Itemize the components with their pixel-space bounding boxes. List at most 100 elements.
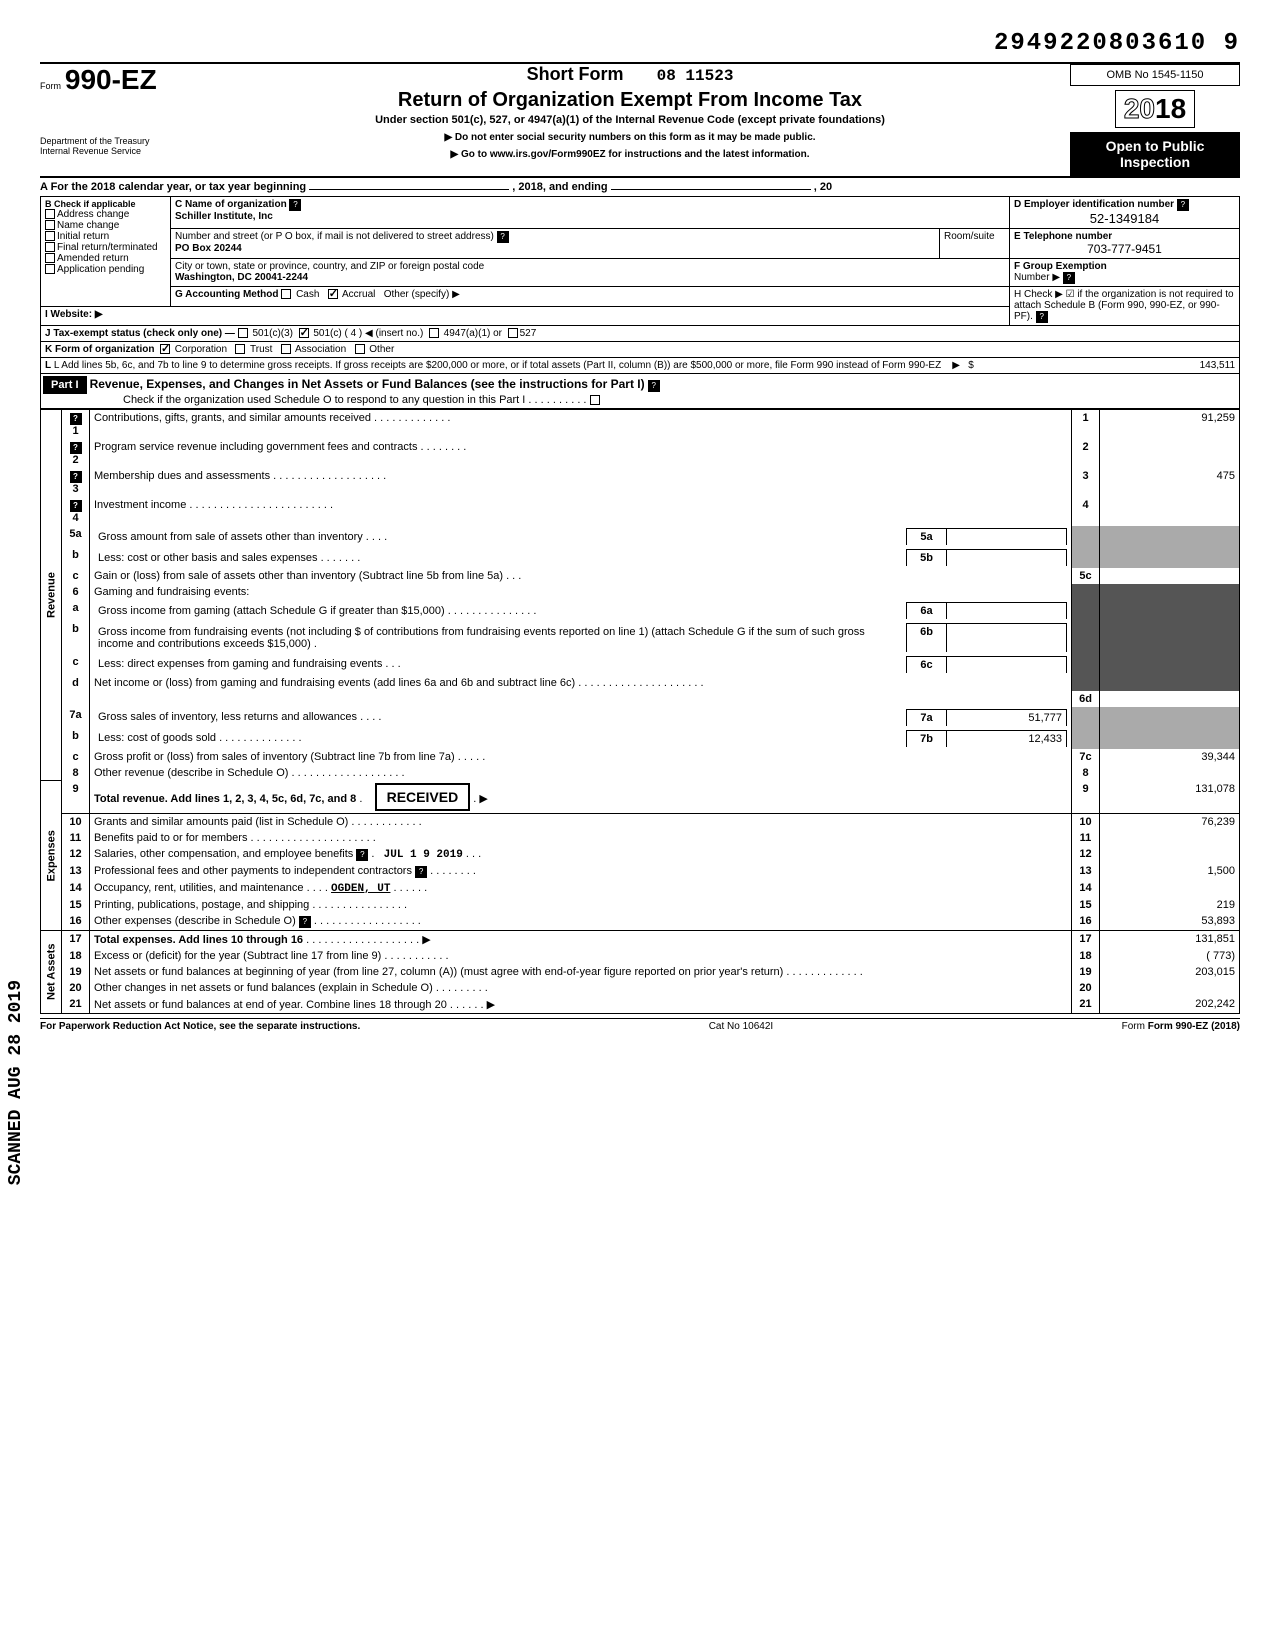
line-6d-label: Net income or (loss) from gaming and fun… <box>94 677 575 689</box>
help-icon[interactable]: ? <box>415 866 427 878</box>
line-1-label: Contributions, gifts, grants, and simila… <box>94 412 371 424</box>
line-14-value <box>1100 880 1240 897</box>
section-f-number: Number ▶ <box>1014 272 1060 283</box>
line-9-label: Total revenue. Add lines 1, 2, 3, 4, 5c,… <box>94 793 356 805</box>
line-11-value <box>1100 830 1240 846</box>
revenue-section-label: Revenue <box>41 410 62 781</box>
help-icon[interactable]: ? <box>289 199 301 211</box>
app-pending-label: Application pending <box>57 264 144 275</box>
corp-checkbox[interactable] <box>160 344 170 354</box>
received-location: OGDEN, UT <box>331 883 390 895</box>
cash-checkbox[interactable] <box>281 289 291 299</box>
amended-return-label: Amended return <box>57 253 129 264</box>
line-12-value <box>1100 846 1240 863</box>
line-4-value <box>1100 497 1240 526</box>
subtitle: Under section 501(c), 527, or 4947(a)(1)… <box>190 114 1070 126</box>
city-label: City or town, state or province, country… <box>175 261 484 272</box>
section-l-text: L Add lines 5b, 6c, and 7b to line 9 to … <box>54 360 941 371</box>
check-name-change[interactable]: Name change <box>45 220 166 231</box>
initial-return-label: Initial return <box>57 231 109 242</box>
line-19-label: Net assets or fund balances at beginning… <box>94 966 783 978</box>
help-icon[interactable]: ? <box>497 231 509 243</box>
line-21-value: 202,242 <box>1100 996 1240 1014</box>
check-initial-return[interactable]: Initial return <box>45 231 166 242</box>
line-9-value: 131,078 <box>1100 781 1240 814</box>
line-20-value <box>1100 980 1240 996</box>
line-6c-value <box>947 656 1067 673</box>
top-row: 2949220803610 9 <box>40 30 1240 57</box>
help-icon[interactable]: ? <box>1036 311 1048 323</box>
501c3-checkbox[interactable] <box>238 328 248 338</box>
line-6b-value <box>947 624 1067 652</box>
dept-irs: Internal Revenue Service <box>40 146 190 156</box>
net-assets-section-label: Net Assets <box>41 930 62 1013</box>
line-5a-value <box>947 529 1067 546</box>
ein-value: 52-1349184 <box>1014 211 1235 226</box>
section-a-mid: , 2018, and ending <box>512 181 607 193</box>
trust-checkbox[interactable] <box>235 344 245 354</box>
schedule-o-checkbox[interactable] <box>590 395 600 405</box>
dept-treasury: Department of the Treasury <box>40 136 190 146</box>
section-c-label: C Name of organization <box>175 199 287 210</box>
4947-checkbox[interactable] <box>429 328 439 338</box>
501c-label: 501(c) ( 4 ) ◀ (insert no.) <box>313 328 423 339</box>
help-icon[interactable]: ? <box>1063 272 1075 284</box>
seq-numbers: 08 11523 <box>657 67 734 85</box>
check-amended-return[interactable]: Amended return <box>45 253 166 264</box>
help-icon[interactable]: ? <box>70 442 82 454</box>
check-app-pending[interactable]: Application pending <box>45 264 166 275</box>
omb-number: OMB No 1545-1150 <box>1070 64 1240 86</box>
short-form-label: Short Form <box>527 64 624 85</box>
accrual-checkbox[interactable] <box>328 289 338 299</box>
help-icon[interactable]: ? <box>70 500 82 512</box>
check-address-change[interactable]: Address change <box>45 209 166 220</box>
org-name: Schiller Institute, Inc <box>175 211 273 222</box>
527-label: 527 <box>520 328 537 339</box>
line-12-label: Salaries, other compensation, and employ… <box>94 848 353 860</box>
open-public-badge: Open to Public Inspection <box>1070 132 1240 176</box>
help-icon[interactable]: ? <box>70 413 82 425</box>
section-k-label: K Form of organization <box>45 344 154 355</box>
line-11-label: Benefits paid to or for members <box>94 832 247 844</box>
scanned-stamp: SCANNED AUG 28 2019 <box>6 980 26 1185</box>
form-number: 990-EZ <box>65 64 157 95</box>
year-suffix: 18 <box>1155 93 1186 124</box>
part1-label: Part I <box>43 376 87 394</box>
help-icon[interactable]: ? <box>356 849 368 861</box>
line-16-label: Other expenses (describe in Schedule O) <box>94 915 296 927</box>
line-7b-value: 12,433 <box>947 730 1067 747</box>
help-icon[interactable]: ? <box>1177 199 1189 211</box>
line-10-value: 76,239 <box>1100 813 1240 830</box>
section-b-title: B Check if applicable <box>45 199 166 209</box>
line-17-label: Total expenses. Add lines 10 through 16 <box>94 934 303 946</box>
section-g-label: G Accounting Method <box>175 289 279 300</box>
line-7a-label: Gross sales of inventory, less returns a… <box>98 711 357 723</box>
line-2-value <box>1100 439 1240 468</box>
assoc-checkbox[interactable] <box>281 344 291 354</box>
line-16-value: 53,893 <box>1100 913 1240 931</box>
section-d-label: D Employer identification number <box>1014 199 1174 210</box>
part1-table: Revenue ? 1 Contributions, gifts, grants… <box>40 409 1240 1014</box>
expenses-section-label: Expenses <box>41 781 62 931</box>
address-change-label: Address change <box>57 209 129 220</box>
form-header: Form 990-EZ Department of the Treasury I… <box>40 62 1240 176</box>
501c-checkbox[interactable] <box>299 328 309 338</box>
4947-label: 4947(a)(1) or <box>444 328 502 339</box>
cash-label: Cash <box>296 289 319 300</box>
527-checkbox[interactable] <box>508 328 518 338</box>
help-icon[interactable]: ? <box>648 380 660 392</box>
help-icon[interactable]: ? <box>70 471 82 483</box>
warn-ssn: ▶ Do not enter social security numbers o… <box>190 132 1070 143</box>
line-20-label: Other changes in net assets or fund bala… <box>94 982 433 994</box>
other-checkbox[interactable] <box>355 344 365 354</box>
accrual-label: Accrual <box>342 289 375 300</box>
line-10-label: Grants and similar amounts paid (list in… <box>94 816 348 828</box>
line-6d-value <box>1100 691 1240 707</box>
assoc-label: Association <box>295 344 346 355</box>
check-final-return[interactable]: Final return/terminated <box>45 242 166 253</box>
part1-header-row: Part I Revenue, Expenses, and Changes in… <box>40 374 1240 409</box>
line-18-label: Excess or (deficit) for the year (Subtra… <box>94 950 381 962</box>
received-stamp-text: RECEIVED <box>375 783 471 811</box>
line-7b-label: Less: cost of goods sold <box>98 732 216 744</box>
help-icon[interactable]: ? <box>299 916 311 928</box>
